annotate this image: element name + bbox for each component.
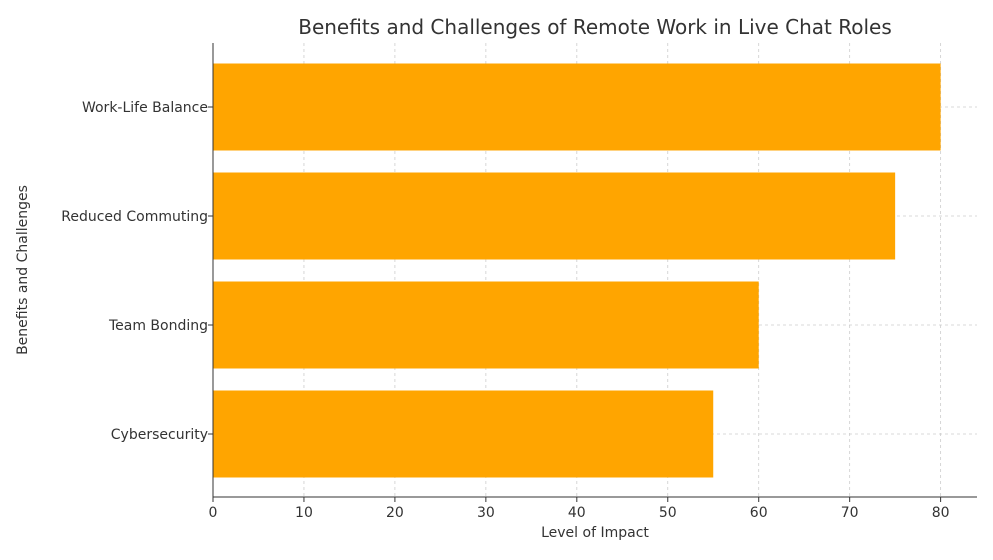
- x-ticks: 0 10 20 30 40 50 60 70 80: [209, 497, 950, 521]
- x-tick-label: 20: [386, 505, 404, 521]
- bar-team-bonding: [213, 281, 759, 369]
- y-category-labels: Work-Life Balance Reduced Commuting Team B…: [61, 100, 213, 443]
- chart-title: Benefits and Challenges of Remote Work i…: [298, 15, 892, 39]
- y-category-label: Work-Life Balance: [82, 100, 208, 116]
- x-tick-label: 40: [568, 505, 586, 521]
- y-category-label: Reduced Commuting: [61, 209, 208, 225]
- bar-cybersecurity: [213, 390, 714, 478]
- x-tick-label: 70: [841, 505, 859, 521]
- x-tick-label: 10: [295, 505, 313, 521]
- x-axis-label: Level of Impact: [541, 525, 649, 541]
- x-tick-label: 30: [477, 505, 495, 521]
- x-tick-label: 50: [659, 505, 677, 521]
- bar-work-life-balance: [213, 63, 941, 151]
- y-category-label: Team Bonding: [108, 318, 208, 334]
- x-tick-label: 0: [209, 505, 218, 521]
- y-axis-label: Benefits and Challenges: [15, 185, 31, 355]
- x-tick-label: 80: [932, 505, 950, 521]
- bar-reduced-commuting: [213, 172, 896, 260]
- y-category-label: Cybersecurity: [111, 427, 208, 443]
- bars: [213, 63, 941, 478]
- x-tick-label: 60: [750, 505, 768, 521]
